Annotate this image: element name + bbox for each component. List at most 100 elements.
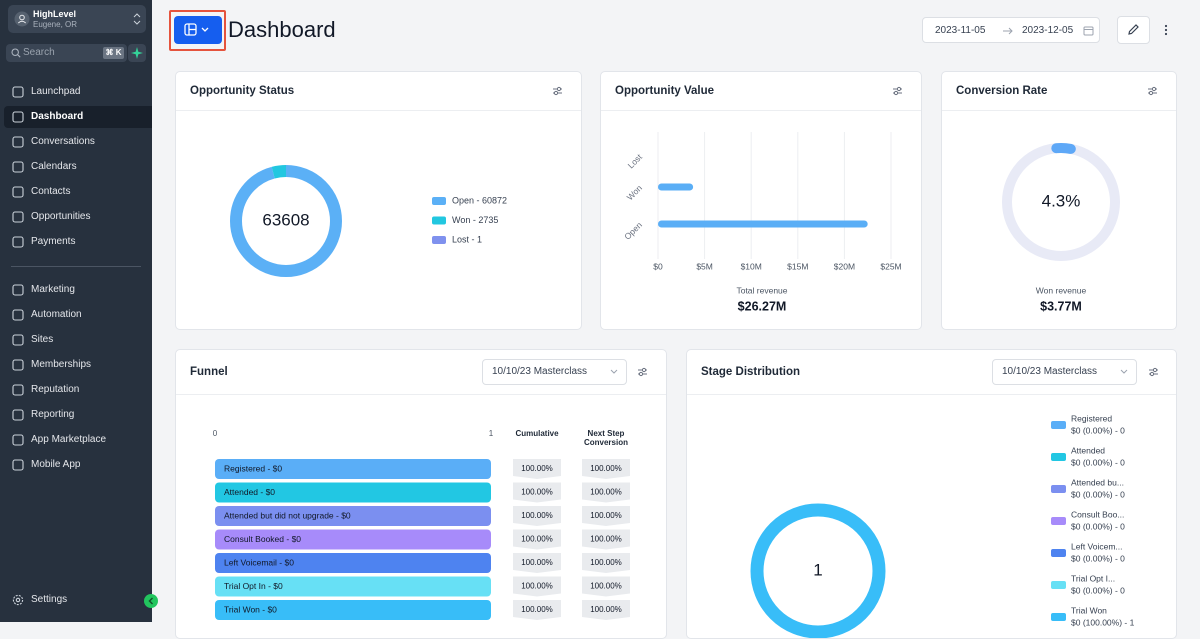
cell-value: 100.00% [590,605,622,614]
nav-icon [12,161,24,173]
icon-knob [1148,90,1154,96]
separator [11,266,141,267]
sparkle-icon [131,47,143,59]
search-box[interactable]: Search ⌘ K [6,44,127,62]
cell-value: 100.00% [590,558,622,567]
arrow-icon [1003,27,1013,35]
filter-icon[interactable] [1149,367,1158,377]
nav-label: Mobile App [31,459,81,470]
legend-label: Trial Opt I... [1071,573,1115,583]
pipeline-dropdown[interactable]: 10/10/23 Masterclass [992,359,1137,385]
nav-item[interactable]: Contacts [4,181,152,203]
nav-label: Dashboard [31,111,84,122]
card-title: Opportunity Status [190,85,295,97]
legend-swatch [432,236,446,244]
ai-button[interactable] [128,44,146,62]
funnel-bar-label: Trial Opt In - $0 [224,581,283,591]
nav-item[interactable]: Automation [4,304,152,326]
legend-value: $0 (0.00%) - 0 [1071,457,1125,467]
nav-icon [12,359,24,371]
card-header: Conversion Rate [942,72,1176,111]
legend-swatch [1051,581,1066,589]
icon-knob [896,86,902,92]
filter-icon[interactable] [638,367,647,377]
gauge-arc [1002,143,1120,261]
nav-item[interactable]: Sites [4,329,152,351]
icon-shape [12,136,24,148]
opportunity-value-card: Opportunity Value $0 $5M $10M $15M $20M $25M L… [600,71,922,330]
nav-icon [12,284,24,296]
chevron-updown [133,13,141,25]
chart: 4.3% Won revenue $3.77M [1002,86,1157,313]
cell-ribbon [513,600,561,620]
funnel-bar-label: Consult Booked - $0 [224,534,301,544]
legend-swatch [1051,549,1066,557]
collapse-button[interactable] [143,593,159,609]
nav-icon [12,211,24,223]
nav-item[interactable]: Reputation [4,379,152,401]
icon-shape [12,334,24,346]
nav-label: Sites [31,334,54,345]
icon-knob [1151,86,1157,92]
stage-distribution-card: Stage Distribution 10/10/23 Masterclass … [686,349,1177,639]
nav-label: Settings [31,594,68,605]
icon-knob [641,367,647,373]
calendar-icon [1083,26,1094,36]
account-name: HighLevel [33,9,77,19]
column-header: Next Step Conversion [584,429,628,447]
nav-item[interactable]: Marketing [4,279,152,301]
cell-ribbon [582,529,630,550]
legend-label: Lost - 1 [452,234,482,244]
icon-shape [12,409,24,421]
settings-icon [12,594,24,606]
nav-item[interactable]: Settings [4,589,152,611]
layout-icon [184,23,209,36]
summary-label: Won revenue [1036,285,1087,295]
legend-value: $0 (0.00%) - 0 [1071,553,1125,563]
layout-switch-button[interactable] [174,16,222,44]
icon-shape [12,211,24,223]
icon-shape [12,459,24,471]
icon-shape [12,359,24,371]
account-avatar [14,11,30,27]
icon-shape [12,309,24,321]
nav-item[interactable]: Memberships [4,354,152,376]
more-menu[interactable] [1161,22,1171,38]
nav-item[interactable]: App Marketplace [4,429,152,451]
funnel-bar [215,506,491,526]
nav-icon [12,111,24,123]
cell-value: 100.00% [521,511,553,520]
nav-item[interactable]: Payments [4,231,152,253]
nav-item[interactable]: Launchpad [4,81,152,103]
legend-swatch [1051,485,1066,493]
nav-item[interactable]: Opportunities [4,206,152,228]
nav-item[interactable]: Reporting [4,404,152,426]
bar [658,183,694,191]
icon-shape [12,434,24,446]
legend-label: Open - 60872 [452,195,507,205]
account-switcher[interactable]: HighLevel Eugene, OR [8,5,146,33]
legend-swatch [1051,453,1066,461]
column-header-text: Cumulative [515,429,559,438]
funnel-bar [215,576,491,597]
nav-item[interactable]: Dashboard [4,106,152,128]
funnel-bar-label: Left Voicemail - $0 [224,557,294,567]
date-range-picker[interactable]: 2023-11-05 2023-12-05 [922,17,1100,43]
cell-ribbon [513,506,561,526]
filter-icon[interactable] [1148,86,1157,96]
edit-button[interactable] [1117,16,1150,44]
cell-value: 100.00% [521,582,553,591]
nav-item[interactable]: Conversations [4,131,152,153]
highlight-box [169,10,226,51]
nav-item[interactable]: Calendars [4,156,152,178]
filter-icon[interactable] [553,86,562,96]
cell-ribbon [582,459,630,479]
filter-icon[interactable] [893,86,902,96]
icon-knob [1149,371,1155,377]
donut-center-value: 63608 [262,210,309,229]
nav-item[interactable]: Mobile App [4,454,152,476]
pipeline-dropdown[interactable]: 10/10/23 Masterclass [482,359,627,385]
nav-icon [12,86,24,98]
x-tick-label: $15M [787,261,808,271]
